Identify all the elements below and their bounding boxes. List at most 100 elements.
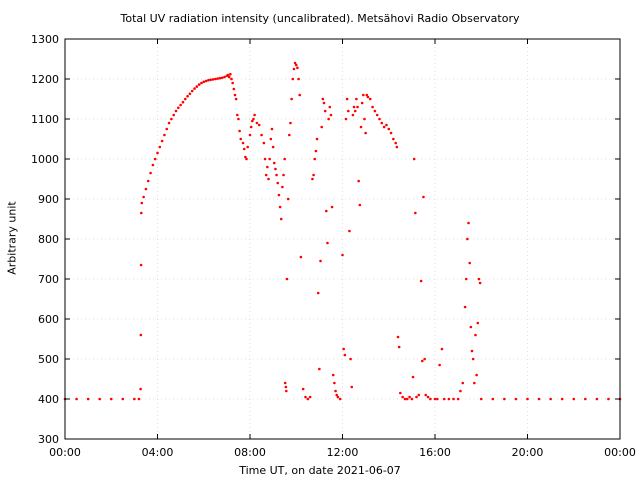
data-point [133,397,136,401]
data-point [491,397,495,401]
data-point [266,165,269,169]
data-point [277,193,281,197]
data-point [401,395,404,399]
data-point [98,397,101,401]
data-point [308,395,312,399]
data-point [274,167,277,171]
data-point [264,173,268,177]
data-point [140,201,144,205]
data-point [268,157,271,161]
data-point [195,85,199,88]
data-point [325,209,328,213]
y-tick-label: 800 [38,233,59,246]
data-point [232,87,236,91]
data-point [478,281,482,285]
data-point [342,347,345,351]
data-point [165,127,169,131]
y-axis-label: Arbitrary unit [5,201,19,275]
data-point [467,221,470,225]
data-point [420,359,424,363]
data-point [403,397,407,401]
grid [65,39,620,439]
data-point [477,277,481,281]
data-point [301,387,305,391]
y-tick-label: 1300 [31,33,59,46]
data-point [249,125,253,129]
data-point [396,335,400,339]
data-point [470,349,474,353]
data-point [399,391,402,395]
data-point [344,117,348,121]
data-point [363,117,366,121]
data-point [288,133,291,137]
data-point [190,89,194,93]
data-point [241,141,245,145]
data-point [139,263,143,267]
data-point [318,367,321,371]
data-point [170,117,173,121]
data-point [292,67,296,71]
data-point [139,387,142,391]
data-point [584,397,587,401]
data-point [335,393,339,397]
data-point [464,277,468,281]
data-point [260,133,263,137]
data-point [279,217,283,221]
data-point [382,125,386,129]
data-point [158,145,162,149]
data-point [341,253,344,257]
data-point [395,145,399,149]
data-point [387,127,391,131]
data-point [262,141,266,145]
data-point [423,357,426,361]
data-point [320,125,323,129]
data-point [330,205,334,209]
data-point [405,397,409,401]
data-point [313,157,317,161]
data-point [314,149,318,153]
data-point [211,78,215,81]
data-point [286,197,290,201]
data-point [417,393,421,397]
data-point [229,72,232,76]
data-point [237,117,240,121]
data-point [368,97,372,101]
data-point [248,133,252,137]
data-point [433,397,437,401]
data-point [142,195,145,199]
data-point [355,97,358,101]
data-point [473,381,476,385]
data-point [214,77,217,81]
data-point [227,75,231,79]
data-point [245,157,248,161]
y-tick-label: 700 [38,273,59,286]
data-point [326,241,329,245]
data-point [276,181,280,185]
x-tick-label: 04:00 [142,446,174,459]
data-point [415,395,418,399]
data-point [412,157,416,161]
data-point [469,325,473,329]
data-point [86,397,90,401]
data-point [329,113,333,117]
data-point [422,195,425,199]
data-point [183,97,187,101]
data-point [163,133,166,137]
data-point [239,137,243,141]
data-point [442,397,446,401]
data-point [230,77,233,81]
data-point [352,105,356,109]
data-point [408,395,411,399]
data-point [440,347,444,351]
data-point [197,83,201,86]
data-point [207,78,210,82]
x-tick-label: 00:00 [604,446,636,459]
data-point [226,73,230,77]
data-point [204,79,208,83]
data-point [181,100,185,104]
data-point [346,109,350,113]
data-point [414,211,417,215]
data-point [452,397,455,401]
axis-ticks [64,38,621,440]
data-point [174,109,178,113]
